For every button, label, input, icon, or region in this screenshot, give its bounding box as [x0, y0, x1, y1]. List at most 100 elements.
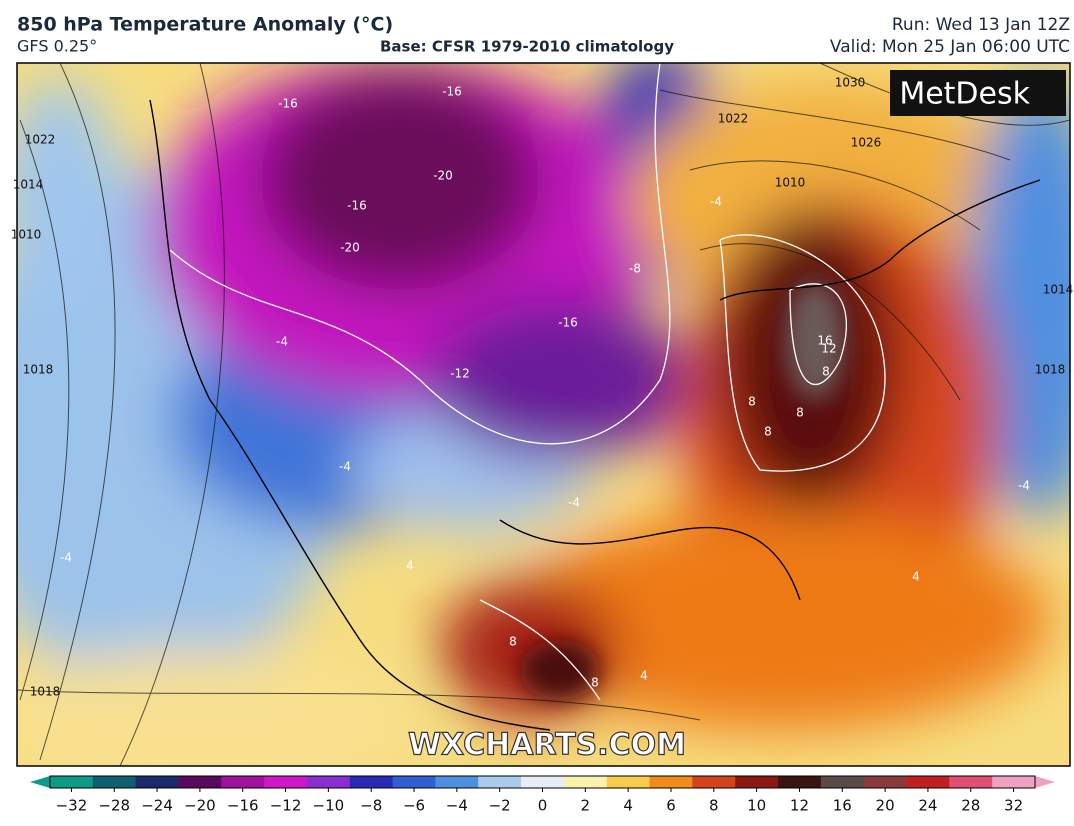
contour-label: 1018: [1035, 363, 1066, 377]
colorbar-segment: [221, 776, 265, 788]
colorbar-segment: [949, 776, 993, 788]
colorbar-segment: [863, 776, 908, 788]
contour-label: 8: [748, 395, 756, 409]
colorbar-segment: [50, 776, 94, 788]
colorbar-label: −16: [227, 797, 259, 815]
coastlines: [149, 99, 1041, 731]
map-frame: [16, 62, 1071, 767]
contour-label: 1018: [30, 685, 61, 699]
colorbar-segment: [992, 776, 1036, 788]
colorbar-segment: [178, 776, 222, 788]
colorbar-segment: [264, 776, 308, 788]
colorbar-arrow: [1035, 776, 1055, 788]
colorbar-label: 0: [538, 797, 548, 815]
colorbar-arrow: [30, 776, 50, 788]
contour-label: -16: [558, 316, 578, 330]
colorbar-label: −2: [489, 797, 511, 815]
colorbar-label: 4: [623, 797, 633, 815]
anomaly-field: [17, 63, 1070, 766]
contour-label: 1026: [851, 136, 882, 150]
colorbar-label: −24: [141, 797, 173, 815]
colorbar-segment: [92, 776, 137, 788]
contour-label: -16: [278, 97, 298, 111]
colorbar-segment: [306, 776, 351, 788]
contour-label: -20: [340, 241, 360, 255]
colorbar-label: −4: [446, 797, 468, 815]
contour-label: 1010: [11, 228, 42, 242]
contour-label: 8: [591, 676, 599, 690]
colorbar-label: 8: [709, 797, 719, 815]
colorbar-label: 6: [666, 797, 676, 815]
colorbar-segment: [392, 776, 436, 788]
contour-label: -20: [433, 169, 453, 183]
contour-label: 8: [796, 406, 804, 420]
contour-label: -12: [450, 367, 470, 381]
contour-label: 1022: [718, 112, 749, 126]
colorbar-segment: [478, 776, 522, 788]
colorbar-label: −6: [403, 797, 425, 815]
colorbar-label: 16: [833, 797, 852, 815]
map: [17, 63, 1070, 766]
contour-label: 4: [406, 559, 414, 573]
colorbar-segment: [521, 776, 565, 788]
colorbar-label: 10: [747, 797, 766, 815]
contour-label: -16: [347, 199, 367, 213]
colorbar-segment: [606, 776, 651, 788]
contour-label: -16: [442, 85, 462, 99]
colorbar-label: −12: [270, 797, 302, 815]
contours: [169, 63, 886, 701]
contour-label: -4: [276, 335, 288, 349]
colorbar-segment: [349, 776, 394, 788]
contour-labels: -16 -16 -20 -16 -20 -8 -16 -12 -4 -4 -4 -4 -4 -4 4 8 8 8 8…: [11, 76, 1074, 699]
colorbar-label: 20: [876, 797, 895, 815]
colorbar-segment: [735, 776, 779, 788]
colorbar-frame: [49, 775, 1036, 789]
colorbar-label: 28: [961, 797, 980, 815]
colorbar-label: 24: [918, 797, 937, 815]
contour-label: -4: [60, 551, 72, 565]
contour-label: -4: [1018, 479, 1030, 493]
title: 850 hPa Temperature Anomaly (°C): [17, 14, 393, 36]
contour-label: -8: [629, 262, 641, 276]
colorbar-label: −28: [98, 797, 130, 815]
contour-label: 1014: [1043, 283, 1074, 297]
valid: Valid: Mon 25 Jan 06:00 UTC: [830, 37, 1070, 57]
colorbar-label: 32: [1004, 797, 1023, 815]
contour-label: -4: [710, 195, 722, 209]
contour-label: 8: [822, 365, 830, 379]
contour-label: 1022: [25, 133, 56, 147]
watermark: WXCHARTS.COM: [408, 728, 686, 763]
colorbar-label: −32: [56, 797, 88, 815]
colorbar-segment: [778, 776, 822, 788]
colorbar-label: −20: [184, 797, 216, 815]
colorbar-label: 2: [581, 797, 591, 815]
colorbar-segment: [135, 776, 179, 788]
contour-label: 4: [912, 570, 920, 584]
contour-label: 8: [509, 635, 517, 649]
model: GFS 0.25°: [17, 37, 97, 56]
colorbar-segment: [435, 776, 479, 788]
contour-label: -4: [339, 460, 351, 474]
colorbar: −32 −28 −24 −20 −16 −12 −10 −8 −6 −4 −2 0 2 4 6 8 10 12 16…: [30, 775, 1055, 815]
logo: MetDesk: [899, 77, 1030, 112]
colorbar-segment: [692, 776, 736, 788]
colorbar-label: −10: [313, 797, 345, 815]
contour-label: 12: [821, 342, 836, 356]
contour-label: 1014: [13, 178, 44, 192]
isobars: [17, 63, 1070, 766]
colorbar-segment: [563, 776, 608, 788]
contour-label: 1030: [835, 76, 866, 90]
colorbar-label: −8: [360, 797, 382, 815]
contour-label: 1018: [23, 363, 54, 377]
run: Run: Wed 13 Jan 12Z: [892, 15, 1070, 35]
colorbar-segment: [906, 776, 950, 788]
colorbar-segment: [820, 776, 865, 788]
base: Base: CFSR 1979-2010 climatology: [380, 38, 674, 56]
colorbar-label: 12: [790, 797, 809, 815]
contour-label: 16: [817, 334, 832, 348]
contour-label: 4: [640, 669, 648, 683]
contour-label: -4: [568, 496, 580, 510]
logo-box: [890, 70, 1066, 116]
